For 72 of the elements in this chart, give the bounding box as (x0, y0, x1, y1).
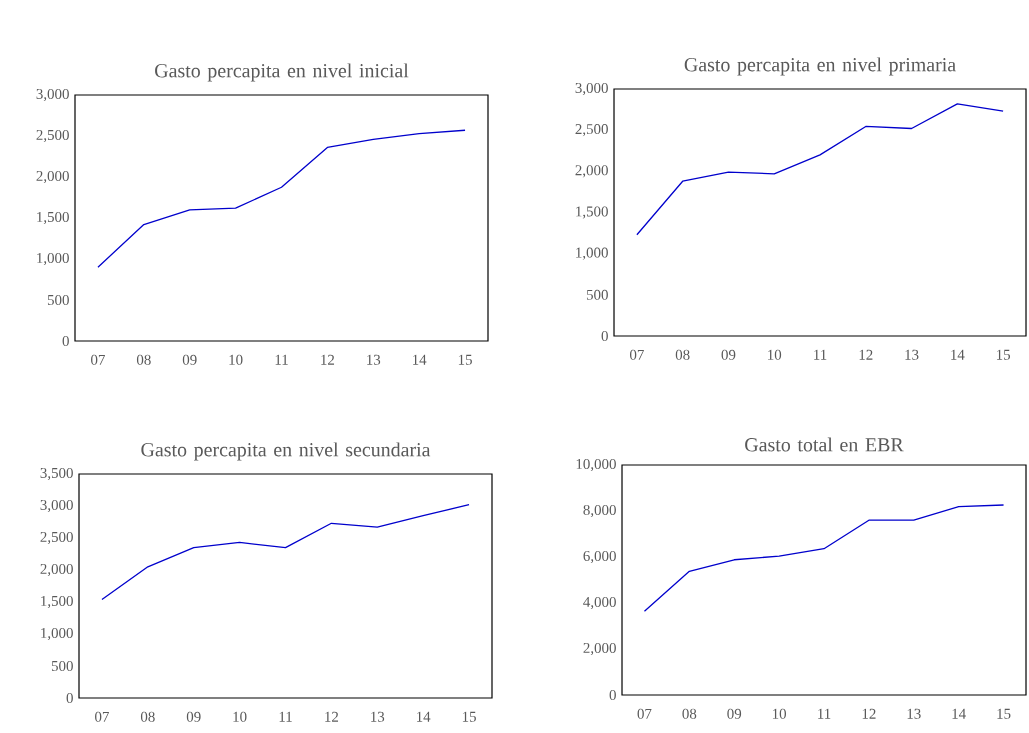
x-tick-label: 08 (682, 708, 697, 719)
x-tick-label: 10 (768, 349, 782, 360)
x-tick-label: 15 (458, 354, 472, 365)
y-tick-label: 1,500 (41, 595, 73, 609)
x-tick-label: 14 (951, 349, 965, 360)
x-tick-label: 12 (321, 354, 335, 365)
x-tick-label: 10 (229, 354, 243, 365)
y-tick-label: 0 (601, 330, 608, 342)
y-tick-label: 2,000 (583, 642, 616, 656)
x-tick-label: 12 (325, 711, 339, 722)
y-tick-label: 1,000 (576, 247, 608, 260)
chart-title: Gasto total en EBR (745, 437, 904, 452)
y-tick-label: 3,000 (575, 82, 608, 96)
x-tick-label: 14 (413, 354, 427, 365)
y-tick-label: 500 (47, 294, 69, 306)
y-tick-label: 1,000 (37, 252, 69, 266)
y-tick-label: 0 (62, 335, 69, 347)
x-tick-label: 11 (279, 711, 292, 722)
x-tick-label: 15 (996, 349, 1011, 360)
x-tick-label: 14 (417, 711, 431, 722)
line-series (101, 504, 470, 601)
line-series (97, 129, 466, 268)
y-tick-label: 2,000 (36, 170, 69, 184)
x-tick-label: 11 (818, 708, 831, 719)
x-tick-label: 13 (907, 708, 921, 719)
chart-title: Gasto percapita en nivel secundaria (141, 442, 431, 461)
x-tick-label: 13 (905, 349, 919, 360)
x-tick-label: 14 (952, 708, 966, 719)
y-tick-label: 8,000 (583, 504, 616, 518)
x-tick-label: 15 (997, 708, 1011, 719)
x-tick-label: 08 (136, 354, 151, 365)
chart-title: Gasto percapita en nivel primaria (684, 57, 956, 76)
x-tick-label: 07 (629, 349, 644, 360)
y-tick-label: 2,000 (40, 563, 73, 577)
y-tick-label: 10,000 (576, 458, 616, 472)
line-series (643, 504, 1005, 612)
x-tick-label: 13 (367, 354, 381, 365)
x-tick-label: 08 (675, 349, 690, 360)
x-tick-label: 12 (862, 708, 876, 719)
x-tick-label: 08 (140, 711, 155, 722)
x-tick-label: 07 (637, 708, 652, 719)
y-tick-label: 2,500 (575, 124, 608, 137)
x-tick-label: 09 (186, 711, 201, 722)
y-tick-label: 1,500 (576, 206, 608, 219)
x-tick-label: 12 (859, 349, 873, 360)
x-tick-label: 11 (814, 349, 827, 360)
x-tick-label: 09 (727, 708, 742, 719)
y-tick-label: 500 (51, 660, 73, 672)
x-tick-label: 09 (721, 349, 736, 360)
y-tick-label: 3,500 (40, 467, 73, 481)
chart-title: Gasto percapita en nivel inicial (155, 63, 409, 82)
y-tick-label: 4,000 (583, 596, 616, 610)
y-tick-label: 0 (609, 689, 616, 701)
x-tick-label: 10 (772, 708, 787, 719)
y-tick-label: 3,000 (40, 499, 73, 513)
x-tick-label: 15 (462, 711, 476, 722)
y-tick-label: 1,000 (41, 627, 73, 641)
x-tick-label: 07 (91, 354, 105, 365)
y-tick-label: 0 (66, 692, 73, 704)
line-series (636, 103, 1004, 236)
x-tick-label: 11 (275, 354, 288, 365)
y-tick-label: 6,000 (583, 550, 616, 564)
y-tick-label: 1,500 (37, 211, 69, 225)
x-tick-label: 09 (182, 354, 197, 365)
y-tick-label: 3,000 (36, 88, 69, 102)
y-tick-label: 500 (586, 289, 608, 300)
x-tick-label: 07 (95, 711, 109, 722)
y-tick-label: 2,500 (40, 531, 73, 545)
y-tick-label: 2,500 (36, 129, 69, 143)
x-tick-label: 13 (371, 711, 385, 722)
y-tick-label: 2,000 (575, 165, 608, 178)
x-tick-label: 10 (233, 711, 247, 722)
